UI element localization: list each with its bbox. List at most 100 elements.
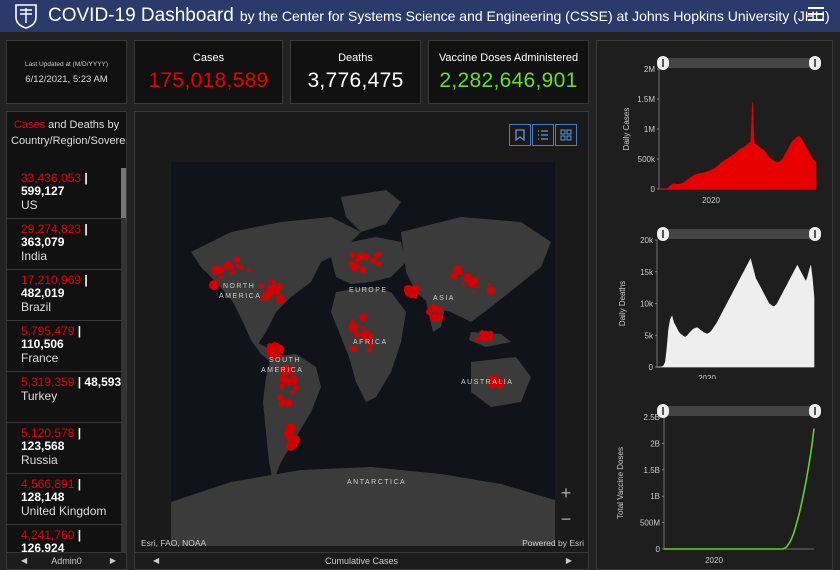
case-marker[interactable] xyxy=(433,305,441,312)
case-marker[interactable] xyxy=(359,313,367,322)
case-marker[interactable] xyxy=(277,394,284,401)
case-marker[interactable] xyxy=(267,350,276,359)
case-marker[interactable] xyxy=(272,279,277,285)
country-list-item[interactable]: 17,210,969 | 482,019 Brazil xyxy=(7,270,123,321)
zoom-in-button[interactable]: + xyxy=(560,483,572,503)
case-marker[interactable] xyxy=(472,291,476,294)
country-list-item[interactable]: 4,241,760 | 126,924Italy xyxy=(7,525,123,555)
case-marker[interactable] xyxy=(294,438,298,443)
case-marker[interactable] xyxy=(231,269,236,274)
case-marker[interactable] xyxy=(231,265,235,269)
case-marker[interactable] xyxy=(279,383,285,389)
case-marker[interactable] xyxy=(463,273,472,282)
case-marker[interactable] xyxy=(361,325,365,329)
vaccine-range-slider[interactable] xyxy=(657,404,821,418)
country-list-item[interactable]: 4,566,891 | 128,148 United Kingdom xyxy=(7,474,123,525)
case-marker[interactable] xyxy=(363,329,370,337)
next-arrow-icon[interactable]: ▶ xyxy=(109,556,116,565)
case-marker[interactable] xyxy=(488,334,492,337)
range-start-handle[interactable] xyxy=(657,404,669,418)
case-marker[interactable] xyxy=(376,261,382,267)
case-marker[interactable] xyxy=(368,333,374,339)
case-marker[interactable] xyxy=(487,282,491,287)
case-marker[interactable] xyxy=(268,279,272,283)
range-end-handle[interactable] xyxy=(809,227,821,241)
case-marker[interactable] xyxy=(272,289,280,297)
case-marker[interactable] xyxy=(348,260,354,265)
case-marker[interactable] xyxy=(474,336,481,343)
bookmark-icon[interactable] xyxy=(509,124,531,146)
case-marker[interactable] xyxy=(354,330,361,338)
case-marker[interactable] xyxy=(233,256,241,263)
daily-deaths-svg[interactable]: 0 5k 10k 15k 20k Daily Deaths 2020 xyxy=(599,219,832,383)
daily-cases-svg[interactable]: 0 500k 1M 1.5M 2M Daily Cases 2020 xyxy=(599,51,832,211)
range-end-handle[interactable] xyxy=(809,404,821,418)
country-list-item[interactable]: 33,436,053 | 599,127 US xyxy=(7,168,123,219)
case-marker[interactable] xyxy=(433,313,443,322)
case-marker[interactable] xyxy=(215,266,223,273)
case-marker[interactable] xyxy=(286,440,295,449)
country-list-item[interactable]: 5,120,578 | 123,568 Russia xyxy=(7,423,123,474)
case-marker[interactable] xyxy=(258,283,265,289)
case-marker[interactable] xyxy=(223,261,232,270)
case-marker[interactable] xyxy=(238,265,244,271)
country-list-item[interactable]: 29,274,823 | 363,079 India xyxy=(7,219,123,270)
case-marker[interactable] xyxy=(294,436,297,439)
case-marker[interactable] xyxy=(355,258,359,262)
case-marker[interactable] xyxy=(370,257,377,265)
case-marker[interactable] xyxy=(454,270,460,276)
country-list-item[interactable]: 5,795,479 | 110,506 France xyxy=(7,321,123,372)
case-marker[interactable] xyxy=(284,378,292,386)
case-marker[interactable] xyxy=(229,272,233,276)
case-marker[interactable] xyxy=(290,390,296,395)
case-marker[interactable] xyxy=(349,252,356,259)
case-marker[interactable] xyxy=(366,347,373,353)
country-list-item[interactable]: 5,319,359 | 48,593 Turkey xyxy=(7,372,123,423)
case-marker[interactable] xyxy=(413,294,418,299)
prev-arrow-icon[interactable]: ◀ xyxy=(21,556,28,565)
case-marker[interactable] xyxy=(488,337,492,341)
case-marker[interactable] xyxy=(436,310,440,314)
case-marker[interactable] xyxy=(235,263,240,268)
daily-deaths-range-slider[interactable] xyxy=(657,227,821,241)
zoom-out-button[interactable]: − xyxy=(560,509,572,529)
case-marker[interactable] xyxy=(261,291,271,301)
total-vaccine-svg[interactable]: 0 500M 1B 1.5B 2B 2.5B Total Vaccine Doses 2020 xyxy=(599,393,832,569)
case-marker[interactable] xyxy=(453,276,458,280)
case-marker[interactable] xyxy=(477,285,480,289)
world-map[interactable]: NORTH AMERICA SOUTH AMERICA EUROPE AFRIC… xyxy=(171,162,555,546)
case-marker[interactable] xyxy=(486,286,495,295)
case-marker[interactable] xyxy=(348,322,358,332)
case-marker[interactable] xyxy=(282,364,289,372)
case-marker[interactable] xyxy=(350,318,354,323)
case-marker[interactable] xyxy=(497,381,501,385)
case-marker[interactable] xyxy=(285,399,293,408)
case-marker[interactable] xyxy=(267,286,273,291)
case-marker[interactable] xyxy=(266,343,274,350)
hamburger-menu-icon[interactable] xyxy=(808,7,824,23)
case-marker[interactable] xyxy=(368,341,374,347)
range-start-handle[interactable] xyxy=(657,227,669,241)
daily-cases-range-slider[interactable] xyxy=(657,56,821,70)
case-marker[interactable] xyxy=(278,354,283,358)
case-marker[interactable] xyxy=(219,275,223,279)
case-marker[interactable] xyxy=(247,268,252,273)
case-marker[interactable] xyxy=(462,283,465,287)
case-marker[interactable] xyxy=(482,333,490,340)
case-marker[interactable] xyxy=(273,344,279,350)
country-list-scrollbar[interactable] xyxy=(121,168,126,555)
case-marker[interactable] xyxy=(376,251,382,257)
case-marker[interactable] xyxy=(293,385,300,391)
world-map-svg[interactable]: NORTH AMERICA SOUTH AMERICA EUROPE AFRIC… xyxy=(171,162,555,546)
case-marker[interactable] xyxy=(489,375,498,384)
map-prev-arrow-icon[interactable]: ◀ xyxy=(153,556,160,565)
case-marker[interactable] xyxy=(365,338,370,343)
powered-by-esri[interactable]: Powered by Esri xyxy=(522,538,584,548)
case-marker[interactable] xyxy=(403,285,414,295)
case-marker[interactable] xyxy=(362,253,370,261)
case-marker[interactable] xyxy=(286,427,294,435)
case-marker[interactable] xyxy=(458,270,464,275)
case-marker[interactable] xyxy=(279,346,282,350)
case-marker[interactable] xyxy=(427,311,431,315)
legend-list-icon[interactable] xyxy=(532,124,554,146)
